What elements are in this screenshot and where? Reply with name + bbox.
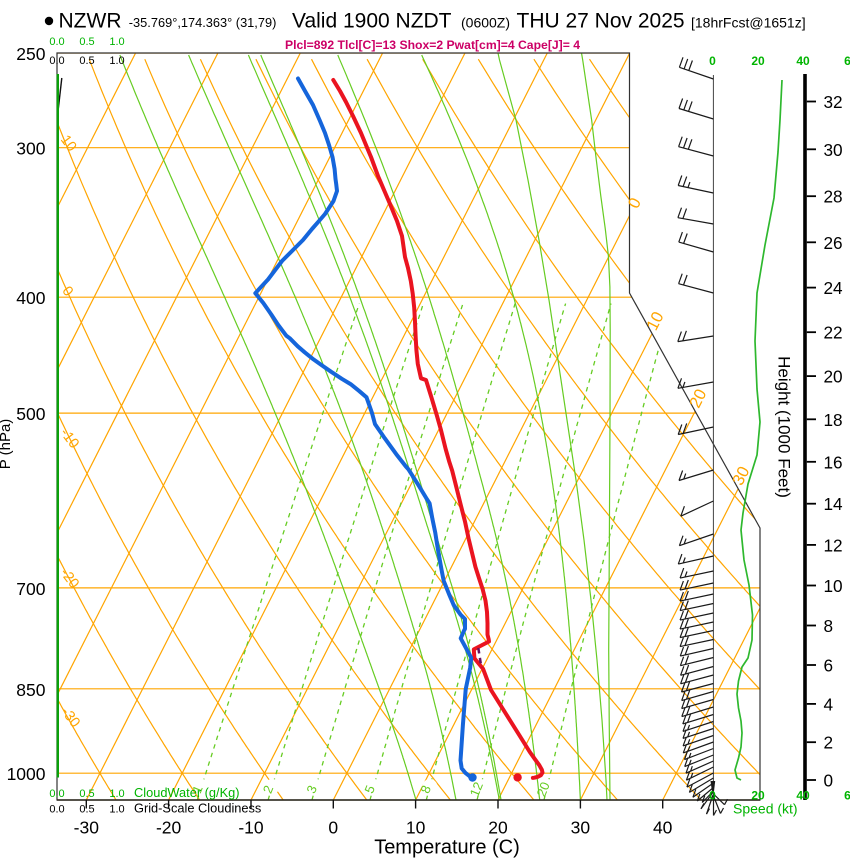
svg-text:32: 32: [824, 92, 843, 112]
svg-text:20: 20: [751, 789, 765, 803]
svg-text:0.5: 0.5: [79, 804, 94, 816]
svg-text:4: 4: [824, 694, 834, 714]
svg-text:20: 20: [751, 54, 765, 68]
svg-text:1.0: 1.0: [109, 788, 124, 800]
svg-text:22: 22: [824, 323, 843, 343]
svg-text:0.0: 0.0: [49, 55, 64, 67]
svg-text:0.5: 0.5: [79, 36, 94, 48]
svg-text:40: 40: [796, 54, 810, 68]
svg-text:6: 6: [844, 789, 850, 803]
svg-text:THU 27 Nov 2025: THU 27 Nov 2025: [517, 10, 685, 33]
svg-text:10: 10: [824, 576, 843, 596]
svg-text:700: 700: [16, 579, 45, 599]
svg-text:14: 14: [824, 494, 844, 514]
svg-text:28: 28: [824, 187, 843, 207]
svg-text:NZWR: NZWR: [59, 10, 122, 33]
svg-text:300: 300: [16, 139, 45, 159]
svg-text:6: 6: [844, 54, 850, 68]
svg-text:-30: -30: [74, 818, 100, 838]
svg-text:Temperature (C): Temperature (C): [374, 837, 520, 859]
svg-text:400: 400: [16, 288, 45, 308]
svg-text:12: 12: [467, 780, 486, 799]
svg-text:20: 20: [533, 780, 552, 799]
svg-text:0: 0: [709, 789, 716, 803]
svg-text:20: 20: [488, 818, 508, 838]
svg-text:0.0: 0.0: [49, 36, 64, 48]
svg-text:12: 12: [824, 535, 843, 555]
svg-text:0.0: 0.0: [49, 788, 64, 800]
svg-text:P (hPa): P (hPa): [0, 419, 14, 470]
svg-text:0: 0: [328, 818, 338, 838]
svg-text:8: 8: [824, 616, 834, 636]
svg-text:500: 500: [16, 404, 45, 424]
svg-text:6: 6: [824, 656, 834, 676]
svg-text:-10: -10: [238, 818, 264, 838]
svg-text:850: 850: [16, 680, 45, 700]
svg-text:1.0: 1.0: [109, 55, 124, 67]
svg-text:CloudWater (g/Kg): CloudWater (g/Kg): [134, 785, 240, 800]
svg-text:0.5: 0.5: [79, 55, 94, 67]
svg-text:30: 30: [571, 818, 591, 838]
svg-text:30: 30: [824, 140, 843, 160]
svg-text:18: 18: [824, 410, 843, 430]
svg-text:250: 250: [16, 44, 45, 64]
svg-text:-20: -20: [156, 818, 182, 838]
svg-text:0.0: 0.0: [49, 804, 64, 816]
svg-text:0: 0: [709, 54, 716, 68]
svg-text:Plcl=892 Tlcl[C]=13 Shox=2 Pwa: Plcl=892 Tlcl[C]=13 Shox=2 Pwat[cm]=4 Ca…: [285, 38, 580, 52]
svg-text:40: 40: [796, 789, 810, 803]
svg-text:Valid 1900 NZDT: Valid 1900 NZDT: [292, 10, 452, 33]
svg-text:1000: 1000: [7, 764, 46, 784]
svg-text:26: 26: [824, 233, 843, 253]
svg-text:1.0: 1.0: [109, 804, 124, 816]
svg-text:Speed (kt): Speed (kt): [733, 801, 798, 817]
svg-text:[18hrFcst@1651z]: [18hrFcst@1651z]: [691, 15, 806, 31]
svg-text:(0600Z): (0600Z): [461, 15, 510, 31]
svg-text:10: 10: [406, 818, 426, 838]
svg-text:Grid-Scale Cloudiness: Grid-Scale Cloudiness: [134, 801, 261, 816]
svg-text:0.5: 0.5: [79, 788, 94, 800]
svg-text:0: 0: [824, 771, 834, 791]
svg-text:10: 10: [57, 132, 79, 155]
svg-text:-35.769°,174.363° (31,79): -35.769°,174.363° (31,79): [129, 15, 277, 30]
svg-text:1.0: 1.0: [109, 36, 124, 48]
svg-text:40: 40: [653, 818, 673, 838]
svg-text:2: 2: [824, 733, 834, 753]
svg-text:16: 16: [824, 452, 843, 472]
svg-text:20: 20: [824, 367, 843, 387]
svg-text:Height (1000 Feet): Height (1000 Feet): [775, 356, 794, 498]
svg-text:24: 24: [824, 278, 844, 298]
